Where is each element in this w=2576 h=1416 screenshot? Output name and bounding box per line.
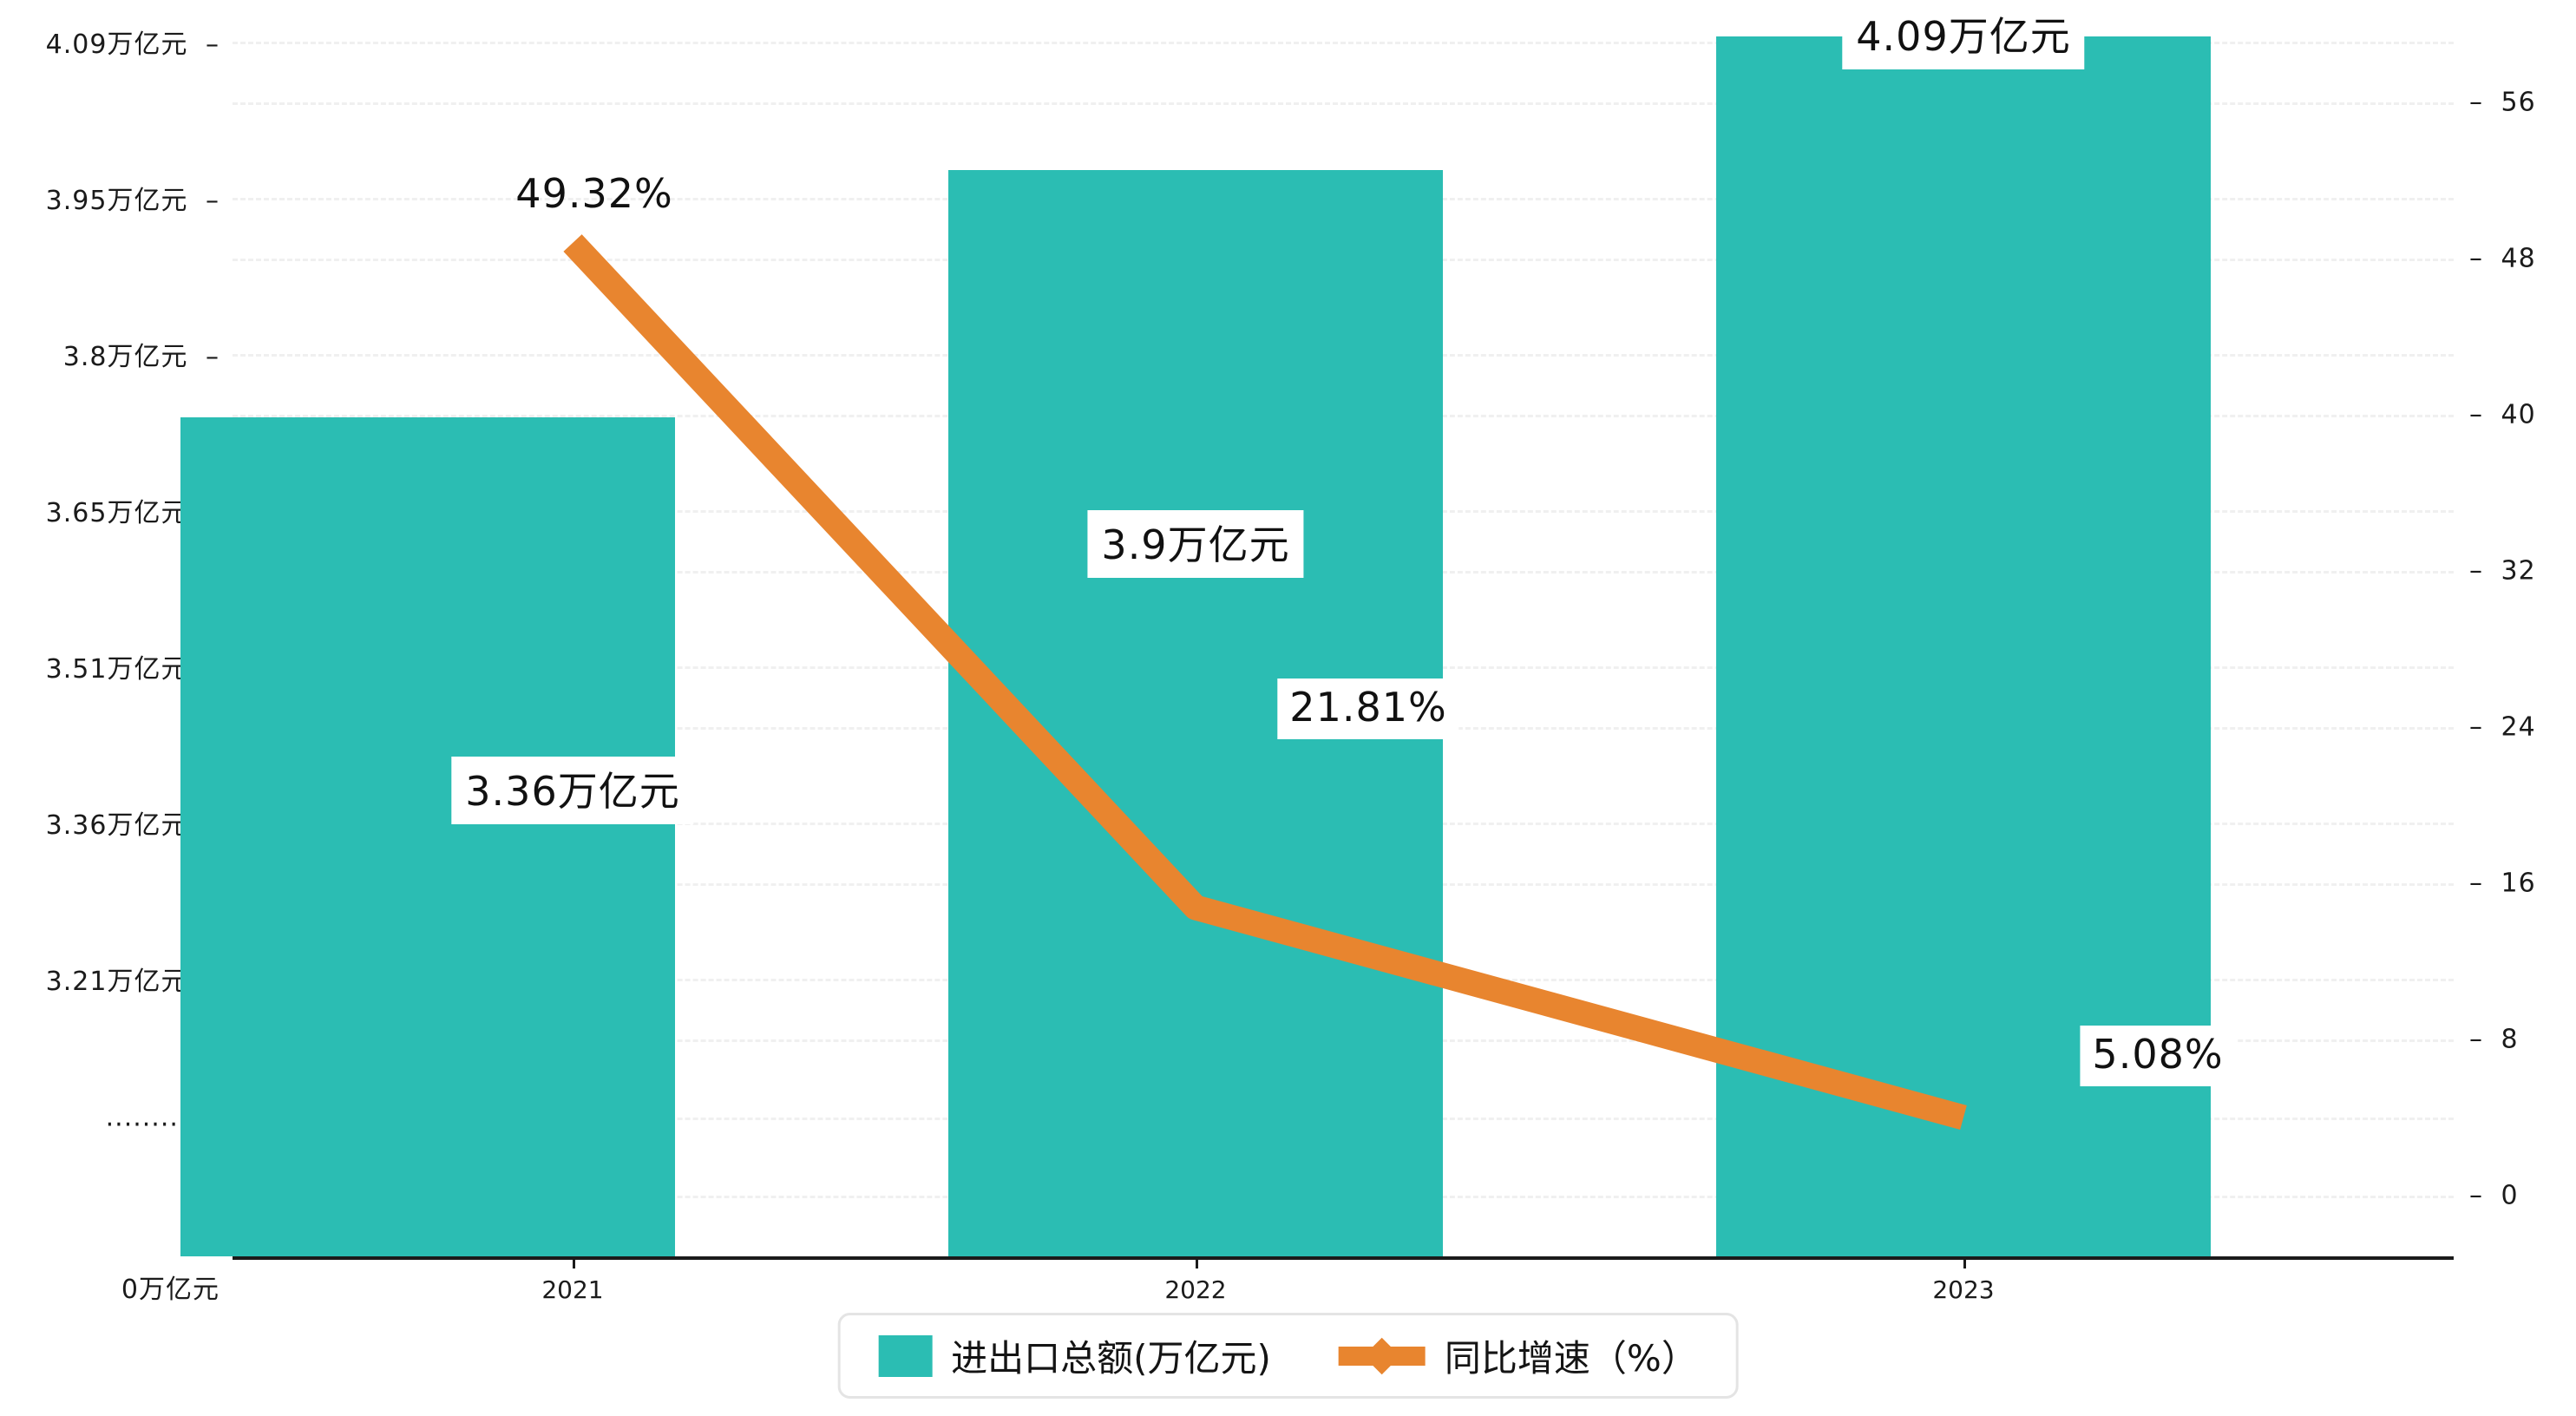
x-tick — [573, 1256, 575, 1268]
right-axis-tick: – 0 — [2469, 1180, 2519, 1211]
right-axis-tick: – 40 — [2469, 399, 2536, 430]
left-axis-tick: 3.8万亿元 – — [62, 342, 220, 372]
bar-swatch-icon — [878, 1334, 933, 1377]
bar-2021[interactable] — [180, 417, 675, 1256]
tick-dash: – — [2469, 868, 2483, 899]
gridline — [233, 42, 2454, 44]
tick-dash: – — [2469, 1024, 2483, 1055]
tick-dash: – — [2469, 711, 2483, 743]
left-axis-tick: 0万亿元 — [121, 1275, 220, 1305]
line-value-label-2022: 21.81% — [1277, 678, 1459, 739]
right-axis-tick: – 8 — [2469, 1024, 2519, 1055]
tick-dash: – — [206, 30, 220, 60]
gridline — [233, 102, 2454, 105]
diamond-marker-icon — [1363, 1337, 1401, 1374]
tick-dash: – — [206, 186, 220, 216]
line-path — [563, 234, 1967, 1130]
x-axis-label-2022: 2022 — [1164, 1275, 1227, 1304]
legend-label-import-export-total: 进出口总额(万亿元) — [951, 1337, 1271, 1380]
left-axis-tick: 4.09万亿元 – — [45, 30, 220, 60]
tick-dash: – — [2469, 1180, 2483, 1211]
growth-rate-line[interactable] — [233, 33, 2454, 1256]
bar-value-label-2022: 3.9万亿元 — [1087, 510, 1304, 578]
bar-value-label-2021: 3.36万亿元 — [451, 757, 694, 824]
left-axis-tick: 3.21万亿元 – — [46, 960, 220, 998]
right-axis-tick: – 16 — [2469, 868, 2536, 899]
x-axis-label-2021: 2021 — [541, 1275, 604, 1304]
tick-dash: – — [2469, 87, 2483, 118]
legend-item-import-export-total[interactable]: 进出口总额(万亿元) — [878, 1329, 1271, 1382]
tick-dash: – — [2469, 555, 2483, 587]
plot-area — [180, 33, 2454, 1268]
chart-legend: 进出口总额(万亿元) 同比增速（%） — [837, 1313, 1739, 1399]
legend-label-growth-rate: 同比增速（%） — [1444, 1337, 1698, 1380]
line-value-label-2021: 49.32% — [515, 170, 673, 217]
line-value-label-2023: 5.08% — [2080, 1026, 2236, 1086]
x-axis-label-2023: 2023 — [1932, 1275, 1995, 1304]
bar-value-label-2023: 4.09万亿元 — [1842, 2, 2085, 69]
tick-dash: – — [206, 342, 220, 372]
x-tick — [1196, 1256, 1198, 1268]
right-axis-tick: – 48 — [2469, 243, 2536, 274]
right-axis-tick: – 56 — [2469, 87, 2536, 118]
right-axis-tick: – 32 — [2469, 555, 2536, 587]
left-axis-tick: 3.95万亿元 – — [45, 186, 220, 216]
right-axis-tick: – 24 — [2469, 711, 2536, 743]
x-axis-line — [233, 1256, 2454, 1260]
tick-dash: – — [2469, 243, 2483, 274]
x-tick — [1963, 1256, 1966, 1268]
tick-dash: – — [2469, 399, 2483, 430]
legend-item-growth-rate[interactable]: 同比增速（%） — [1338, 1329, 1698, 1382]
line-diamond-swatch-icon — [1338, 1335, 1426, 1377]
